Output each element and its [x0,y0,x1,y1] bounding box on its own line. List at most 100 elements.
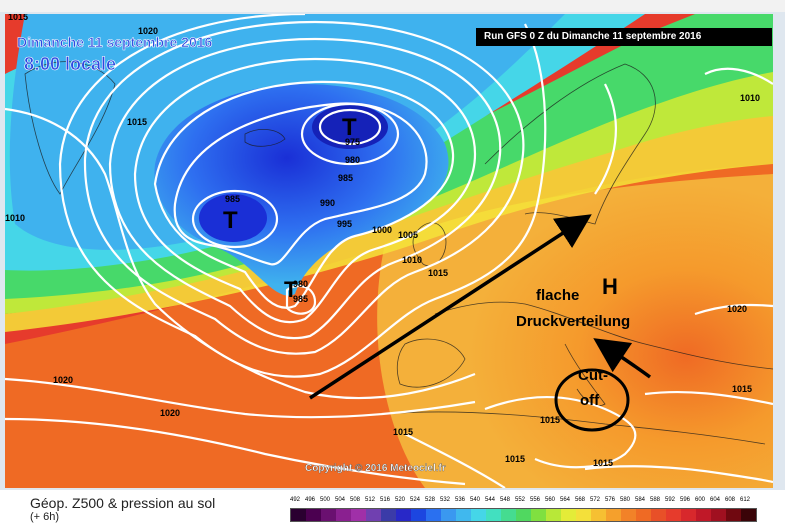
scale-swatch [516,509,531,521]
scale-value: 588 [650,497,661,503]
scale-value: 596 [680,497,691,503]
isobar-label: 1010 [5,213,25,223]
map-date: Dimanche 11 septembre 2016 [17,34,213,50]
scale-value: 496 [305,497,316,503]
scale-swatch [546,509,561,521]
isobar-label: 1010 [402,255,422,265]
scale-swatch [411,509,426,521]
band-warm-zone [377,174,773,488]
low-center-west [199,194,267,242]
band-green [5,14,773,299]
scale-swatch [366,509,381,521]
scale-value: 576 [605,497,616,503]
isobar-1005 [83,20,525,355]
flow-arrow-cutoff [593,338,652,379]
scale-value: 540 [470,497,481,503]
scale-value: 580 [620,497,631,503]
isobar-1020-far [5,417,466,486]
isobars [5,14,773,488]
isobar-label: 1015 [732,384,752,394]
weather-map: 1015 1020 1015 1010 975 980 985 985 990 … [5,14,773,488]
annotation-cut: Cut- [578,367,608,384]
scale-value: 524 [410,497,421,503]
scale-value: 604 [710,497,721,503]
scale-swatch [531,509,546,521]
scale-value: 600 [695,497,706,503]
scale-value: 560 [545,497,556,503]
isobar-label: 985 [293,294,308,304]
copyright: Copyright © 2016 Meteociel.fr [305,463,446,474]
isobar-1015-med [484,395,637,469]
iceland-outline [244,129,286,147]
isobar-label: 1015 [505,454,525,464]
isobar-label: 1005 [398,230,418,240]
scale-value: 508 [350,497,361,503]
scale-swatch [696,509,711,521]
isobar-label: 1015 [540,415,560,425]
isobar-label: 1015 [127,117,147,127]
isobar-label: 975 [345,137,360,147]
isobar-1010-ne [704,67,773,85]
scale-value: 612 [740,497,751,503]
scale-swatch [501,509,516,521]
map-time: 8:00 locale [24,54,116,74]
footer-title: Géop. Z500 & pression au sol [30,495,216,511]
scale-swatch [471,509,486,521]
scale-value: 564 [560,497,571,503]
isobar-1020-west [5,377,476,419]
scale-swatch [486,509,501,521]
isobar-label: 1015 [8,14,28,22]
scale-value: 504 [335,497,346,503]
isobar-990 [153,80,455,309]
scale-swatch [681,509,696,521]
scale-value: 592 [665,497,676,503]
flow-arrow-main [309,214,592,400]
isobar-label: 1010 [740,93,760,103]
europe-coast-outline [434,301,773,370]
iberia-outline [396,338,466,388]
scale-swatch [651,509,666,521]
isobar-label: 980 [345,155,360,165]
scale-value: 544 [485,497,496,503]
isobar-label: 985 [338,173,353,183]
scale-swatch [291,509,306,521]
scale-value: 512 [365,497,376,503]
scale-swatch [591,509,606,521]
isobar-label: 1015 [428,268,448,278]
isobar-1000 [108,37,502,340]
scale-swatch [636,509,651,521]
isobar-label: 1015 [393,427,413,437]
isobar-1015-se [584,465,773,484]
scale-swatch [396,509,411,521]
isobar-label: 980 [293,279,308,289]
high-symbol: H [602,274,618,299]
scale-value: 556 [530,497,541,503]
low-symbol-west: T [223,207,238,234]
isobar-label: 990 [320,198,335,208]
scale-value: 536 [455,497,466,503]
isobar-975 [318,108,382,146]
isobar-label: 1020 [727,304,747,314]
scale-value: 528 [425,497,436,503]
isobar-low-south [285,284,317,315]
color-scale-labels: 492 496 500 504 508 512 516 520 524 528 532 536 540 5… [286,497,756,507]
scale-swatch [321,509,336,521]
scale-value: 568 [575,497,586,503]
isobar-label: 1020 [138,26,158,36]
scale-value: 532 [440,497,451,503]
isobar-1015-ne [594,83,617,195]
isobar-labels: 1015 1020 1015 1010 975 980 985 985 990 … [5,14,760,468]
scale-swatch [336,509,351,521]
scale-swatch [351,509,366,521]
footer-subtitle: (+ 6h) [30,511,60,523]
scale-swatch [306,509,321,521]
isobar-label: 1020 [53,375,73,385]
isobar-label: 1000 [372,225,392,235]
low-symbol-north: T [342,114,357,141]
scale-swatch [426,509,441,521]
scale-value: 492 [290,497,301,503]
scale-value: 516 [380,497,391,503]
scale-swatch [666,509,681,521]
isobar-1015-east [644,390,773,406]
isobar-label: 1020 [160,408,180,418]
